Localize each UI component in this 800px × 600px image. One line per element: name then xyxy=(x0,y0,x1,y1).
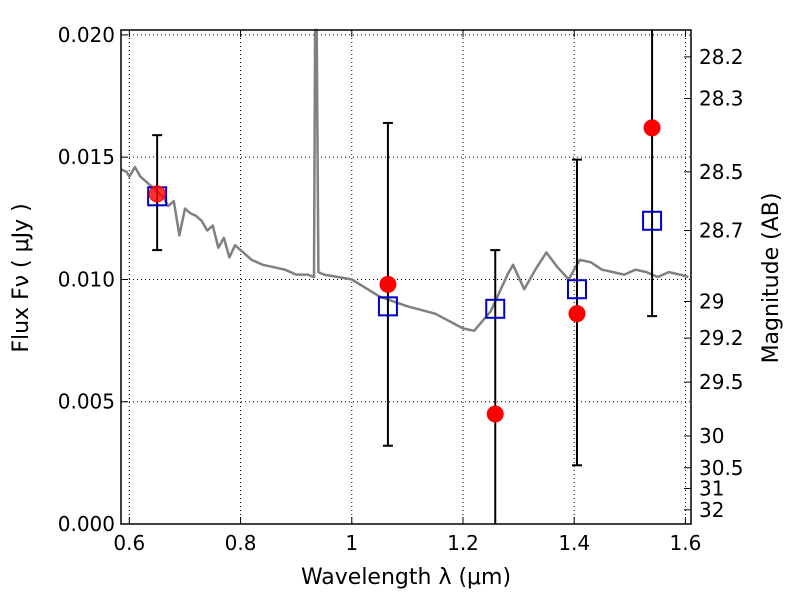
y2-tick-label: 28.2 xyxy=(699,45,744,69)
y2-axis-label: Magnitude (AB) xyxy=(759,193,784,364)
error-bars xyxy=(152,30,658,524)
spectrum-line xyxy=(120,28,689,333)
observed-point-marker xyxy=(379,275,397,293)
plot-frame xyxy=(120,29,692,525)
y-axis-ticks: 0.000 0.005 0.010 0.015 0.020 xyxy=(58,23,128,536)
observed-point-marker xyxy=(148,185,166,203)
x-tick-label: 0.6 xyxy=(113,531,145,555)
y-tick-label: 0.020 xyxy=(58,23,115,47)
y2-tick-label: 28.3 xyxy=(699,86,744,110)
spectrum-layer xyxy=(120,28,689,333)
model-square-marker xyxy=(642,210,663,231)
observed-point-marker xyxy=(568,305,586,323)
x-tick-label: 1 xyxy=(345,531,358,555)
observed-point-marker xyxy=(486,405,504,423)
x-axis-label: Wavelength λ (μm) xyxy=(301,565,511,590)
observed-point-marker xyxy=(643,119,661,137)
x-tick-label: 1.4 xyxy=(558,531,590,555)
y2-tick-label: 29.5 xyxy=(699,370,744,394)
y2-tick-label: 29 xyxy=(699,289,724,313)
x-tick-label: 0.8 xyxy=(225,531,257,555)
y2-tick-label: 32 xyxy=(699,498,724,522)
grid-lines xyxy=(121,30,691,525)
model-square-marker xyxy=(377,296,398,317)
model-square-marker xyxy=(567,279,587,300)
x-axis-ticks: 0.6 0.8 1 1.2 1.4 1.6 xyxy=(113,30,701,555)
y2-tick-label: 28.5 xyxy=(699,160,744,184)
y2-tick-label: 30.5 xyxy=(699,456,744,480)
y-tick-label: 0.005 xyxy=(58,390,115,414)
y2-tick-label: 31 xyxy=(699,477,724,501)
y-tick-label: 0.010 xyxy=(58,267,115,291)
y2-tick-label: 30 xyxy=(699,424,724,448)
model-square-marker xyxy=(485,298,506,319)
data-points xyxy=(147,119,663,423)
x-tick-label: 1.2 xyxy=(447,531,479,555)
x-tick-label: 1.6 xyxy=(670,531,702,555)
y2-tick-label: 29.2 xyxy=(699,326,744,350)
y-axis-label: Flux Fν ( μJy ) xyxy=(9,203,34,352)
y2-tick-label: 28.7 xyxy=(699,219,744,243)
y-tick-label: 0.000 xyxy=(58,512,115,536)
y-tick-label: 0.015 xyxy=(58,145,115,169)
